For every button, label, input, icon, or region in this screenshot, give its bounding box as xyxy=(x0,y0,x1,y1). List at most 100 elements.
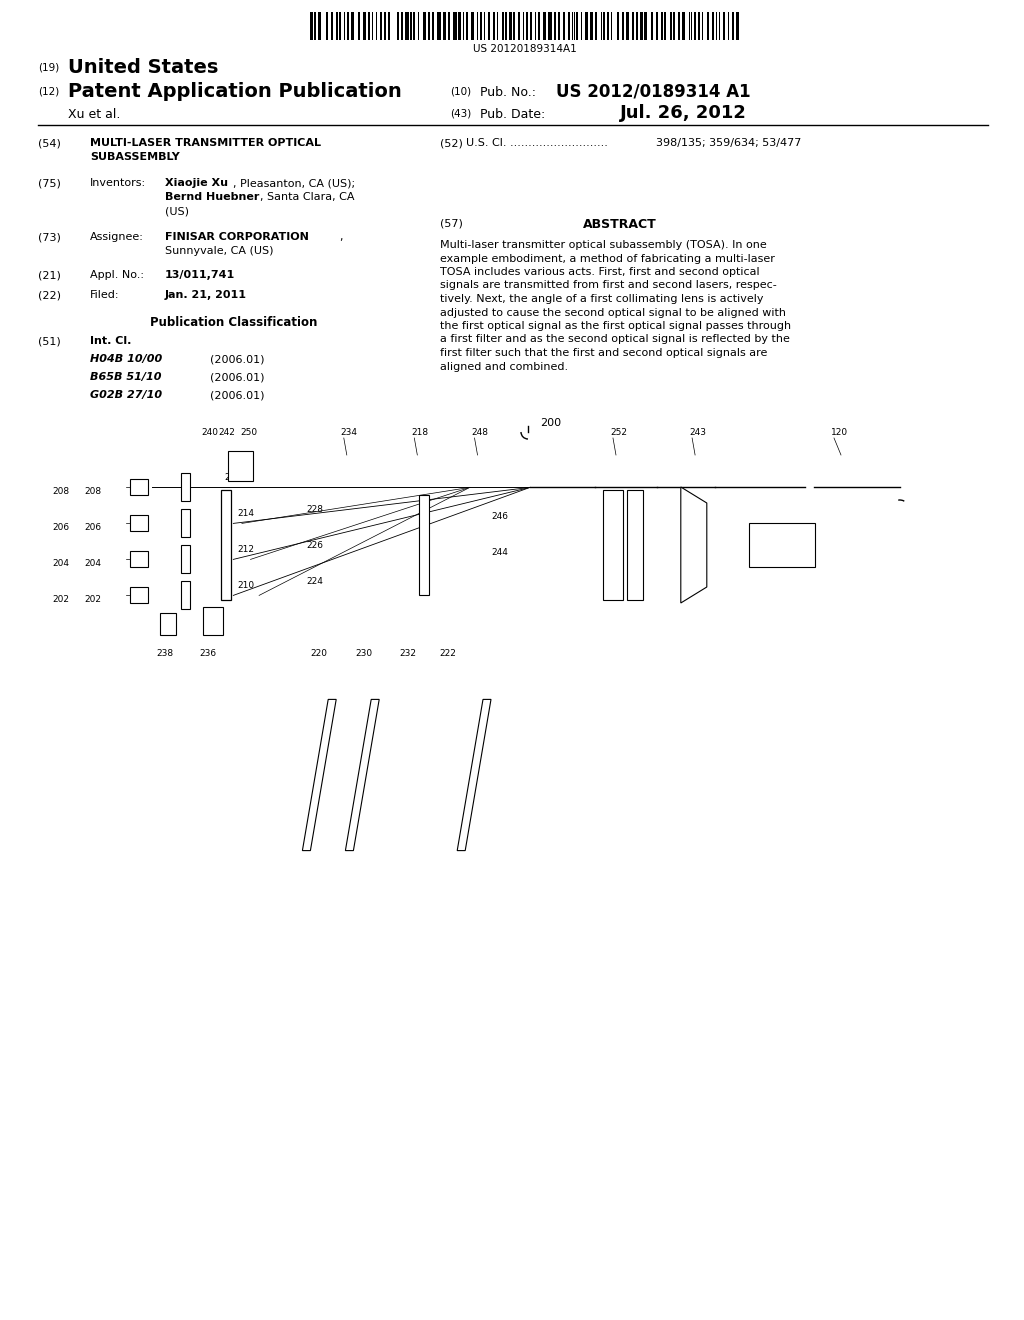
Bar xyxy=(640,12,643,40)
Text: 204: 204 xyxy=(52,558,69,568)
Text: (10): (10) xyxy=(450,86,471,96)
Bar xyxy=(554,12,556,40)
Text: 13/011,741: 13/011,741 xyxy=(165,271,236,280)
Bar xyxy=(590,12,593,40)
Bar xyxy=(723,12,725,40)
Bar xyxy=(317,12,321,40)
Bar xyxy=(181,474,190,502)
Bar xyxy=(526,12,527,40)
Text: 212: 212 xyxy=(238,544,255,553)
Bar xyxy=(655,12,657,40)
Bar xyxy=(347,12,349,40)
Text: (51): (51) xyxy=(38,337,60,346)
Bar xyxy=(549,12,552,40)
Text: Jul. 26, 2012: Jul. 26, 2012 xyxy=(620,104,746,121)
Bar xyxy=(627,490,643,601)
Bar xyxy=(160,612,176,635)
Text: MULTI-LASER TRANSMITTER OPTICAL: MULTI-LASER TRANSMITTER OPTICAL xyxy=(90,139,321,148)
Bar xyxy=(694,12,696,40)
Bar xyxy=(396,12,399,40)
Text: , Santa Clara, CA: , Santa Clara, CA xyxy=(260,191,354,202)
Text: FINISAR CORPORATION: FINISAR CORPORATION xyxy=(165,232,309,242)
Bar xyxy=(567,12,569,40)
Text: US 20120189314A1: US 20120189314A1 xyxy=(473,44,577,54)
Bar xyxy=(442,12,445,40)
Bar xyxy=(376,12,378,40)
Bar xyxy=(595,12,597,40)
Text: 220: 220 xyxy=(310,649,328,657)
Bar xyxy=(691,12,692,40)
Text: (57): (57) xyxy=(440,218,463,228)
Text: 226: 226 xyxy=(306,541,324,550)
Bar xyxy=(413,12,415,40)
Text: Xu et al.: Xu et al. xyxy=(68,108,121,121)
Bar xyxy=(471,12,474,40)
Bar xyxy=(477,12,478,40)
Text: Sunnyvale, CA (US): Sunnyvale, CA (US) xyxy=(165,246,273,256)
Bar xyxy=(406,12,409,40)
Text: Assignee:: Assignee: xyxy=(90,232,144,242)
Bar xyxy=(203,607,223,635)
Text: (43): (43) xyxy=(450,108,471,117)
Bar xyxy=(484,12,485,40)
Bar xyxy=(428,12,430,40)
Text: 206: 206 xyxy=(84,523,101,532)
Text: (52): (52) xyxy=(440,139,463,148)
Bar xyxy=(181,545,190,573)
Text: 208: 208 xyxy=(84,487,101,496)
Polygon shape xyxy=(681,487,707,603)
Bar xyxy=(577,12,578,40)
Bar xyxy=(388,12,390,40)
Text: Int. Cl.: Int. Cl. xyxy=(90,337,131,346)
Text: United States: United States xyxy=(68,58,218,77)
Text: 206: 206 xyxy=(52,523,70,532)
Bar xyxy=(327,12,329,40)
Text: Inventors:: Inventors: xyxy=(90,178,146,187)
Text: 232: 232 xyxy=(399,649,417,657)
Text: 398/135; 359/634; 53/477: 398/135; 359/634; 53/477 xyxy=(656,139,802,148)
Text: 216: 216 xyxy=(224,473,242,482)
Text: (75): (75) xyxy=(38,178,60,187)
Text: 224: 224 xyxy=(306,577,324,586)
Text: aligned and combined.: aligned and combined. xyxy=(440,362,568,371)
Text: H04B 10/00: H04B 10/00 xyxy=(90,354,162,364)
Text: Bernd Huebner: Bernd Huebner xyxy=(165,191,259,202)
Bar xyxy=(581,12,583,40)
Bar xyxy=(603,490,623,601)
Text: (73): (73) xyxy=(38,232,60,242)
Text: signals are transmitted from first and second lasers, respec-: signals are transmitted from first and s… xyxy=(440,281,777,290)
Text: Patent Application Publication: Patent Application Publication xyxy=(68,82,401,102)
Text: Publication Classification: Publication Classification xyxy=(151,315,317,329)
Text: the first optical signal as the first optical signal passes through: the first optical signal as the first op… xyxy=(440,321,792,331)
Text: Filed:: Filed: xyxy=(90,290,120,300)
Bar xyxy=(670,12,672,40)
Bar xyxy=(494,12,496,40)
Bar xyxy=(518,12,520,40)
Bar xyxy=(130,587,148,603)
Bar xyxy=(660,12,663,40)
Text: a first filter and as the second optical signal is reflected by the: a first filter and as the second optical… xyxy=(440,334,790,345)
Text: 228: 228 xyxy=(306,504,324,513)
Text: 238: 238 xyxy=(156,649,173,657)
Text: U.S. Cl. ...........................: U.S. Cl. ........................... xyxy=(466,139,608,148)
Bar xyxy=(678,12,680,40)
Text: 214: 214 xyxy=(238,508,255,517)
Text: 208: 208 xyxy=(52,487,70,496)
Text: (US): (US) xyxy=(165,206,189,216)
Text: (2006.01): (2006.01) xyxy=(210,389,264,400)
Bar xyxy=(339,12,341,40)
Text: Pub. No.:: Pub. No.: xyxy=(480,86,536,99)
Text: B65B 51/10: B65B 51/10 xyxy=(90,372,162,381)
Bar xyxy=(181,581,190,610)
Bar xyxy=(736,12,738,40)
Bar xyxy=(380,12,382,40)
Text: 252: 252 xyxy=(610,428,627,437)
Text: ABSTRACT: ABSTRACT xyxy=(583,218,656,231)
Bar xyxy=(728,12,729,40)
Text: 218: 218 xyxy=(412,428,428,437)
Text: 236: 236 xyxy=(199,649,216,657)
Bar xyxy=(310,12,313,40)
Text: 244: 244 xyxy=(492,548,508,557)
Bar xyxy=(558,12,560,40)
Bar xyxy=(418,12,419,40)
